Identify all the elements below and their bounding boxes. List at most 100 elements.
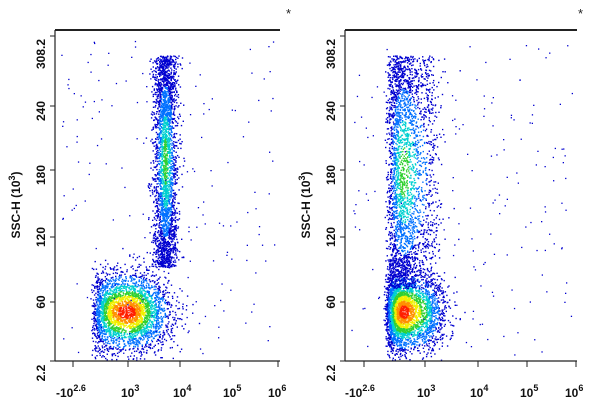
event-point-1-4687 — [152, 237, 155, 239]
event-point-1-1110 — [104, 265, 107, 268]
event-point-1-2572 — [92, 304, 94, 307]
event-point-1-1994 — [99, 296, 101, 299]
event-point-1-4362 — [181, 173, 183, 176]
event-point-1-3187 — [171, 235, 173, 238]
event-point-1-2331 — [135, 316, 137, 318]
event-point-1-3944 — [155, 127, 157, 129]
event-point-1-3157 — [117, 302, 119, 304]
event-point-1-3318 — [167, 198, 170, 201]
event-point-1-2940 — [156, 306, 158, 308]
event-point-1-3682 — [173, 70, 175, 72]
event-point-1-3834 — [164, 175, 167, 177]
event-point-1-3829 — [155, 245, 158, 247]
event-point-1-2580 — [126, 303, 128, 305]
event-point-1-4100 — [161, 102, 163, 104]
event-point-1-2677 — [113, 289, 115, 292]
event-point-1-3612 — [151, 189, 154, 191]
event-point-1-3094 — [142, 311, 144, 314]
event-point-1-3107 — [143, 280, 145, 283]
event-point-1-3758 — [173, 265, 175, 267]
event-point-1-2492 — [111, 358, 113, 361]
event-point-1-476 — [99, 338, 101, 340]
event-point-1-2584 — [162, 310, 164, 312]
event-point-1-1568 — [177, 317, 179, 320]
event-point-1-131 — [109, 314, 112, 316]
event-point-1-778 — [120, 327, 122, 329]
event-point-1-2100 — [155, 310, 157, 312]
event-point-1-1816 — [106, 307, 109, 310]
event-point-1-1782 — [109, 279, 112, 281]
event-point-1-2613 — [94, 318, 96, 320]
event-point-1-2900 — [129, 294, 131, 297]
event-point-1-4785 — [176, 167, 179, 169]
event-point-1-2784 — [113, 327, 116, 330]
event-point-1-4789 — [158, 242, 161, 244]
event-point-1-1350 — [118, 287, 121, 289]
event-point-1-2344 — [124, 315, 126, 318]
event-point-1-2168 — [106, 359, 108, 361]
event-point-1-3909 — [159, 100, 161, 103]
event-point-1-3179 — [133, 294, 135, 296]
event-point-1-529 — [141, 331, 143, 333]
event-point-1-2833 — [145, 266, 147, 268]
event-point-1-3534 — [172, 84, 174, 86]
event-point-1-1409 — [170, 328, 173, 330]
event-point-1-1976 — [146, 297, 149, 299]
event-point-1-3762 — [154, 195, 156, 198]
event-point-1-776 — [145, 316, 147, 318]
event-point-1-47 — [119, 296, 121, 299]
event-point-1-2898 — [145, 280, 147, 282]
event-point-1-1519 — [131, 330, 133, 332]
event-point-1-3700 — [155, 70, 157, 73]
event-point-1-4757 — [160, 171, 162, 173]
event-point-1-1624 — [100, 282, 102, 284]
event-point-1-4661 — [157, 136, 160, 138]
event-point-1-1887 — [113, 341, 115, 343]
event-point-1-4908 — [172, 162, 174, 164]
event-point-1-1570 — [150, 327, 153, 329]
event-point-1-97 — [126, 310, 129, 312]
event-point-1-3040 — [134, 291, 136, 293]
event-point-1-1566 — [146, 326, 149, 329]
event-point-1-2374 — [147, 336, 149, 339]
event-point-1-2733 — [120, 315, 122, 317]
event-point-1-663 — [146, 338, 149, 340]
event-point-1-3539 — [163, 106, 165, 108]
event-point-1-3220 — [160, 111, 162, 113]
event-point-1-4137 — [160, 165, 162, 168]
event-point-1-4889 — [160, 181, 162, 183]
event-point-1-3171 — [137, 325, 139, 327]
event-point-1-1120 — [153, 291, 156, 294]
event-point-1-1085 — [130, 280, 132, 282]
event-point-1-2637 — [113, 329, 115, 331]
event-point-1-1824 — [140, 280, 143, 283]
event-point-1-4268 — [173, 71, 175, 74]
event-point-1-3284 — [170, 197, 172, 199]
event-point-1-1253 — [171, 338, 173, 340]
event-point-1-1718 — [153, 248, 155, 250]
event-point-1-2359 — [96, 337, 99, 339]
event-point-1-744 — [94, 334, 96, 336]
event-point-1-4854 — [164, 131, 166, 133]
event-point-1-2328 — [101, 301, 104, 303]
event-point-1-4149 — [166, 205, 169, 207]
event-point-1-4802 — [155, 259, 157, 262]
event-point-1-3953 — [157, 160, 159, 163]
event-point-1-2051 — [128, 319, 130, 322]
event-point-1-521 — [99, 298, 101, 300]
event-point-1-1280 — [143, 298, 145, 301]
event-point-1-2955 — [108, 298, 111, 300]
event-point-1-3114 — [133, 302, 135, 304]
event-point-1-4780 — [170, 85, 172, 87]
event-point-1-420 — [132, 317, 134, 320]
event-point-1-4882 — [155, 117, 157, 120]
event-point-1-1419 — [136, 342, 138, 344]
event-point-1-2145 — [96, 280, 98, 282]
event-point-1-844 — [134, 288, 137, 291]
event-point-1-1912 — [97, 281, 99, 283]
event-point-1-1549 — [162, 296, 164, 298]
event-point-1-1508 — [108, 306, 110, 308]
event-point-1-4842 — [158, 172, 161, 175]
event-point-1-2644 — [144, 290, 146, 293]
event-point-1-4731 — [169, 199, 171, 201]
